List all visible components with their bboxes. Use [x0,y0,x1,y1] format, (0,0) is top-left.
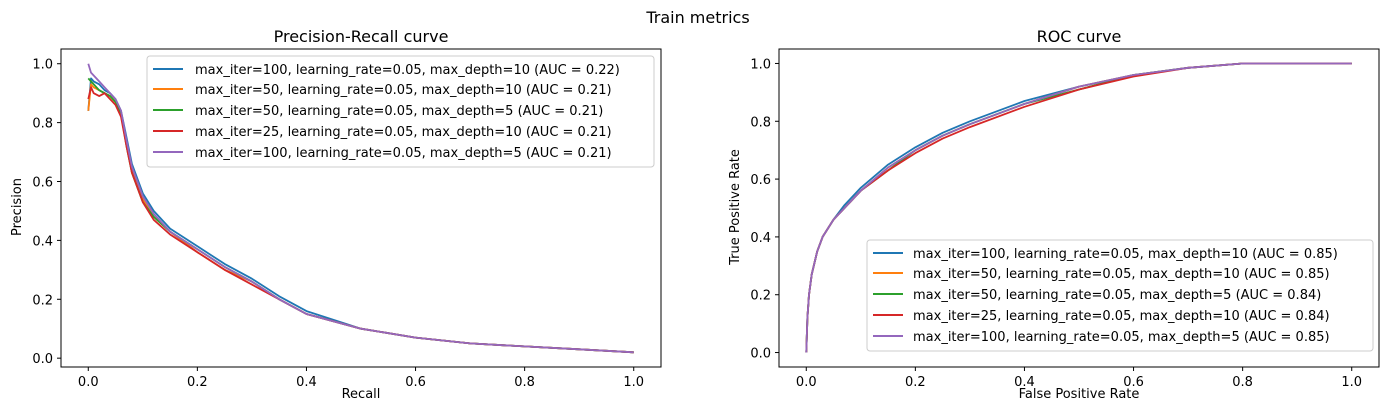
roc-title: ROC curve [1037,27,1122,46]
roc-legend-label: max_iter=100, learning_rate=0.05, max_de… [913,247,1338,262]
roc-x-tick-label: 1.0 [1341,375,1362,390]
roc-ticks: 0.0 0.2 0.4 0.6 0.8 1.0 0.0 0.2 0.4 0.6 0.8 1.0 [750,57,1362,390]
pr-y-tick-label: 0.2 [32,293,53,308]
pr-y-tick-label: 0.0 [32,352,53,367]
pr-x-tick-label: 0.6 [405,375,426,390]
pr-y-tick-label: 1.0 [32,58,53,73]
pr-y-tick-label: 0.6 [32,176,53,191]
pr-legend-label: max_iter=100, learning_rate=0.05, max_de… [195,63,620,78]
pr-ylabel: Precision [10,178,25,236]
pr-x-tick-label: 0.8 [514,375,535,390]
pr-legend-box [146,55,655,168]
roc-x-tick-label: 0.4 [1014,375,1035,390]
pr-x-tick-label: 1.0 [623,375,644,390]
roc-legend-box [866,239,1374,352]
roc-xlabel: False Positive Rate [1019,387,1140,402]
roc-y-tick-label: 1.0 [750,57,771,72]
roc-y-tick-label: 0.0 [750,347,771,362]
pr-panel: Precision-Recall curve Recall Precision … [10,27,662,402]
pr-y-tick-label: 0.4 [32,234,53,249]
roc-x-tick-label: 0.6 [1123,375,1144,390]
roc-x-tick-label: 0.2 [905,375,926,390]
roc-x-tick-label: 0.8 [1232,375,1253,390]
pr-legend-label: max_iter=100, learning_rate=0.05, max_de… [195,146,612,161]
figure-suptitle: Train metrics [645,8,749,27]
roc-x-tick-label: 0.0 [796,375,817,390]
roc-y-tick-label: 0.2 [750,289,771,304]
pr-plot-frame [60,48,662,368]
pr-xlabel: Recall [342,387,381,402]
pr-legend: max_iter=100, learning_rate=0.05, max_de… [146,55,655,168]
roc-lines [805,62,1352,353]
pr-title: Precision-Recall curve [274,27,449,46]
roc-legend-label: max_iter=50, learning_rate=0.05, max_dep… [913,288,1321,303]
pr-ticks: 0.0 0.2 0.4 0.6 0.8 1.0 0.0 0.2 0.4 0.6 0.8 1.0 [32,58,644,390]
roc-panel: ROC curve False Positive Rate True Posit… [728,27,1380,402]
roc-ylabel: True Positive Rate [728,149,743,266]
roc-legend-label: max_iter=100, learning_rate=0.05, max_de… [913,330,1330,345]
pr-lines [87,63,634,354]
pr-y-tick-label: 0.8 [32,117,53,132]
pr-series-line-4 [87,63,634,354]
pr-x-tick-label: 0.0 [78,375,99,390]
roc-series-line-4 [805,62,1352,353]
roc-legend-label: max_iter=25, learning_rate=0.05, max_dep… [913,309,1330,324]
pr-legend-label: max_iter=50, learning_rate=0.05, max_dep… [195,104,603,119]
pr-legend-label: max_iter=50, learning_rate=0.05, max_dep… [195,83,612,98]
roc-y-tick-label: 0.4 [750,231,771,246]
roc-plot-frame [778,48,1380,368]
pr-x-tick-label: 0.4 [296,375,317,390]
pr-legend-label: max_iter=25, learning_rate=0.05, max_dep… [195,125,612,140]
pr-x-tick-label: 0.2 [187,375,208,390]
roc-legend-label: max_iter=50, learning_rate=0.05, max_dep… [913,267,1330,282]
roc-legend: max_iter=100, learning_rate=0.05, max_de… [866,239,1374,352]
roc-y-tick-label: 0.8 [750,115,771,130]
roc-y-tick-label: 0.6 [750,173,771,188]
